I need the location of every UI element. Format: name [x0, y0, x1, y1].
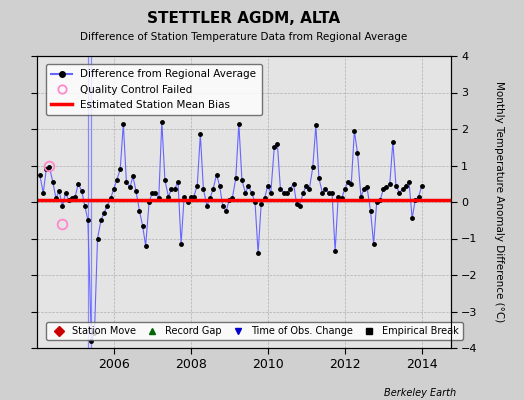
Text: STETTLER AGDM, ALTA: STETTLER AGDM, ALTA [147, 11, 340, 26]
Text: Berkeley Earth: Berkeley Earth [384, 388, 456, 398]
Y-axis label: Monthly Temperature Anomaly Difference (°C): Monthly Temperature Anomaly Difference (… [494, 81, 504, 323]
Text: Difference of Station Temperature Data from Regional Average: Difference of Station Temperature Data f… [80, 32, 407, 42]
Legend: Station Move, Record Gap, Time of Obs. Change, Empirical Break: Station Move, Record Gap, Time of Obs. C… [46, 322, 463, 340]
